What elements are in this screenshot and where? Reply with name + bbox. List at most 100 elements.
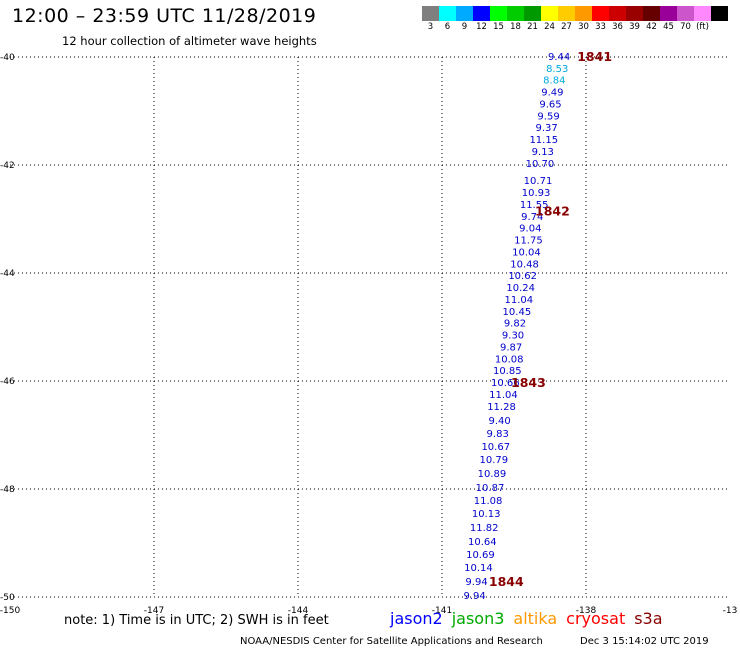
legend-swatch bbox=[694, 6, 711, 21]
satellite-label-cryosat: cryosat bbox=[566, 609, 626, 628]
wave-height-point: 10.66 bbox=[491, 378, 520, 389]
wave-height-point: 10.13 bbox=[472, 509, 501, 520]
legend-label: 42 bbox=[646, 22, 657, 32]
x-tick-label: -150 bbox=[0, 606, 20, 616]
wave-height-point: 9.04 bbox=[519, 224, 541, 235]
wave-height-point: 10.08 bbox=[495, 354, 524, 365]
legend-label: 12 bbox=[476, 22, 487, 32]
time-annotation: 1843 bbox=[511, 375, 546, 390]
legend-swatch bbox=[507, 6, 524, 21]
satellite-label-s3a: s3a bbox=[634, 609, 663, 628]
legend-swatch bbox=[626, 6, 643, 21]
wave-height-point: 9.94 bbox=[465, 577, 487, 588]
wave-height-point: 9.40 bbox=[488, 416, 510, 427]
wave-height-point: 10.62 bbox=[508, 271, 537, 282]
legend-swatch bbox=[558, 6, 575, 21]
legend-label: 36 bbox=[612, 22, 623, 32]
wave-height-point: 11.82 bbox=[470, 523, 499, 534]
wave-height-point: 9.94 bbox=[464, 591, 486, 602]
wave-height-point: 9.83 bbox=[487, 429, 509, 440]
legend-swatch bbox=[660, 6, 677, 21]
time-annotation: 1842 bbox=[535, 203, 570, 218]
wave-height-point: 10.48 bbox=[510, 259, 539, 270]
wave-height-point: 10.87 bbox=[476, 483, 505, 494]
time-annotation: 1844 bbox=[489, 574, 524, 589]
chart-title: 12:00 – 23:59 UTC 11/28/2019 bbox=[12, 5, 317, 27]
chart-subtitle: 12 hour collection of altimeter wave hei… bbox=[62, 34, 317, 48]
wave-height-point: 10.64 bbox=[468, 537, 497, 548]
wave-height-point: 11.75 bbox=[514, 236, 543, 247]
wave-height-point: 9.59 bbox=[537, 111, 559, 122]
satellite-legend: jason2 jason3 altika cryosat s3a bbox=[390, 609, 663, 628]
legend-swatch bbox=[541, 6, 558, 21]
wave-height-point: 10.70 bbox=[526, 159, 555, 170]
wave-height-point: 11.08 bbox=[474, 496, 503, 507]
wave-height-point: 10.67 bbox=[481, 442, 510, 453]
legend-label: 24 bbox=[544, 22, 555, 32]
satellite-label-altika: altika bbox=[513, 609, 558, 628]
y-tick-label: -50 bbox=[0, 593, 15, 603]
wave-height-point: 10.24 bbox=[506, 283, 535, 294]
x-tick-label: -144 bbox=[288, 606, 309, 616]
wave-height-point: 10.85 bbox=[493, 366, 522, 377]
wave-height-point: 11.04 bbox=[489, 390, 518, 401]
wave-height-point: 9.44 bbox=[548, 52, 570, 63]
legend-swatch bbox=[711, 6, 728, 21]
legend-label: 45 bbox=[663, 22, 674, 32]
legend-label: 6 bbox=[444, 22, 451, 32]
legend-swatch bbox=[439, 6, 456, 21]
wave-height-point: 10.45 bbox=[503, 307, 532, 318]
wave-height-point: 10.14 bbox=[464, 563, 493, 574]
legend-label: 27 bbox=[561, 22, 572, 32]
legend-label: (ft) bbox=[696, 22, 709, 32]
wave-height-point: 9.30 bbox=[502, 331, 524, 342]
wave-height-point: 10.89 bbox=[478, 469, 507, 480]
wave-height-point: 8.84 bbox=[543, 76, 565, 87]
footer-date: Dec 3 15:14:02 UTC 2019 bbox=[580, 636, 709, 647]
x-tick-label: -147 bbox=[144, 606, 164, 616]
legend-swatch bbox=[422, 6, 439, 21]
time-annotation: 1841 bbox=[577, 49, 612, 64]
x-tick-label: -138 bbox=[576, 606, 597, 616]
y-tick-label: -46 bbox=[0, 377, 15, 387]
color-scale-legend bbox=[422, 6, 728, 21]
legend-label: 30 bbox=[578, 22, 589, 32]
satellite-label-jason2: jason2 bbox=[390, 609, 443, 628]
legend-label: 33 bbox=[595, 22, 606, 32]
legend-swatch bbox=[524, 6, 541, 21]
legend-label: 21 bbox=[527, 22, 538, 32]
legend-label: 18 bbox=[510, 22, 521, 32]
legend-label: 15 bbox=[493, 22, 504, 32]
y-tick-label: -42 bbox=[0, 161, 15, 171]
legend-label: 3 bbox=[427, 22, 434, 32]
legend-swatch bbox=[575, 6, 592, 21]
x-tick-label: -13 bbox=[723, 606, 738, 616]
wave-height-point: 10.71 bbox=[524, 176, 553, 187]
wave-height-point: 9.49 bbox=[541, 88, 563, 99]
wave-height-point: 9.82 bbox=[504, 319, 526, 330]
y-tick-label: -44 bbox=[0, 269, 15, 279]
y-tick-label: -40 bbox=[0, 53, 15, 63]
x-tick-label: -141 bbox=[432, 606, 452, 616]
legend-swatch bbox=[456, 6, 473, 21]
wave-height-point: 9.74 bbox=[521, 212, 543, 223]
legend-swatch bbox=[473, 6, 490, 21]
wave-height-point: 11.55 bbox=[520, 200, 549, 211]
legend-label: 9 bbox=[461, 22, 468, 32]
color-scale-labels: 3 6 9 12 15 18 21 24 27 30 33 36 39 42 45 70 (ft) bbox=[422, 22, 711, 32]
wave-height-point: 10.93 bbox=[522, 188, 551, 199]
wave-height-point: 10.69 bbox=[466, 550, 495, 561]
legend-swatch bbox=[677, 6, 694, 21]
wave-height-point: 9.65 bbox=[539, 99, 561, 110]
wave-height-point: 9.37 bbox=[536, 123, 558, 134]
legend-label: 70 bbox=[680, 22, 691, 32]
wave-height-point: 9.87 bbox=[500, 342, 522, 353]
wave-height-point: 10.04 bbox=[512, 247, 541, 258]
legend-swatch bbox=[592, 6, 609, 21]
legend-swatch bbox=[609, 6, 626, 21]
satellite-label-jason3: jason3 bbox=[451, 609, 505, 628]
legend-label: 39 bbox=[629, 22, 640, 32]
wave-height-point: 11.04 bbox=[504, 295, 533, 306]
wave-height-point: 8.53 bbox=[546, 64, 568, 75]
